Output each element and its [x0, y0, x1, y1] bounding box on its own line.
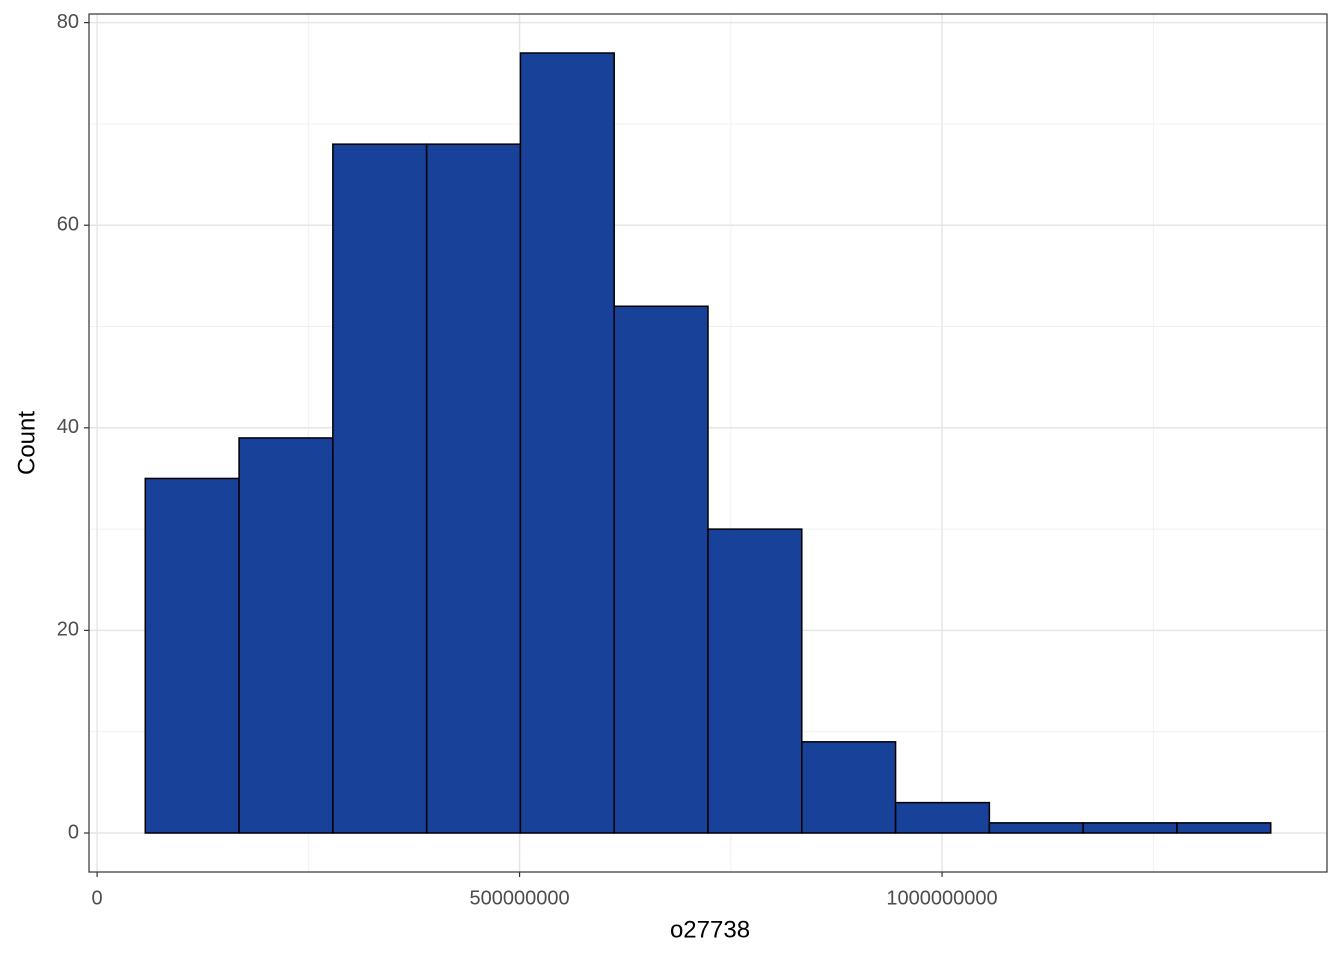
y-tick-label: 80	[57, 11, 79, 33]
x-tick-label: 1000000000	[886, 887, 997, 909]
x-axis-title: o27738	[670, 916, 750, 943]
bar	[519, 52, 615, 834]
bar	[894, 801, 991, 834]
bar	[801, 741, 897, 834]
panel-border	[88, 13, 1328, 873]
y-tick-label: 20	[57, 619, 79, 641]
bar	[988, 822, 1084, 834]
y-tick-label: 40	[57, 416, 79, 438]
axes: 0 20 40 60 80 0 500000000 1000000000	[57, 11, 998, 909]
bar	[1176, 822, 1272, 834]
bar	[144, 477, 240, 834]
bar	[707, 528, 803, 834]
y-tick-label: 60	[57, 213, 79, 235]
bar	[613, 305, 709, 834]
bar	[1082, 822, 1178, 834]
y-tick-label: 0	[68, 821, 79, 843]
x-tick-label: 0	[92, 887, 103, 909]
y-axis-title: Count	[13, 411, 40, 475]
bar	[332, 143, 428, 834]
bars	[144, 52, 1272, 834]
bar	[238, 437, 334, 834]
bar	[425, 143, 522, 834]
x-tick-label: 500000000	[470, 887, 570, 909]
